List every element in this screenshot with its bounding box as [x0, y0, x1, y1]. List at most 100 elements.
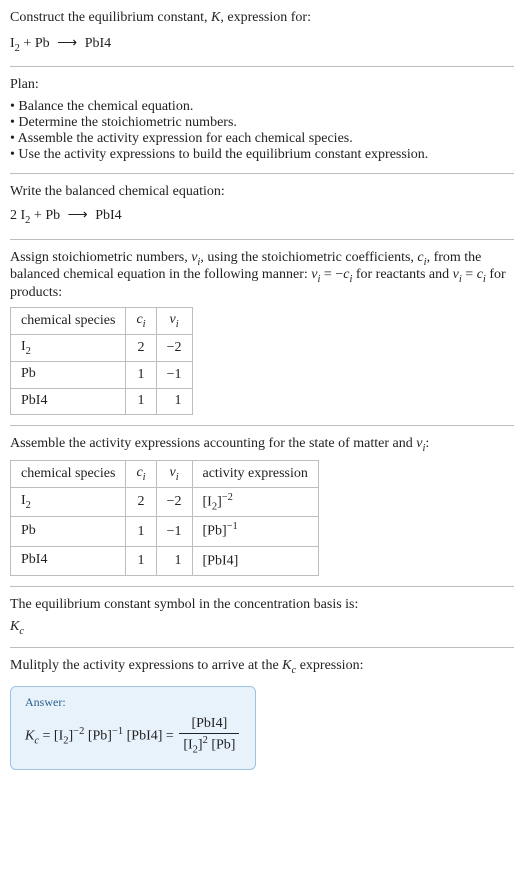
- td-species: PbI4: [11, 546, 126, 575]
- sp-a: Pb: [21, 523, 36, 538]
- th-nu: νi: [156, 461, 192, 488]
- separator: [10, 66, 514, 67]
- td-act: [PbI4]: [192, 546, 318, 575]
- td-species: Pb: [11, 517, 126, 546]
- plan-item: Use the activity expressions to build th…: [10, 147, 514, 163]
- td-nu: −2: [156, 334, 192, 361]
- sp-a: PbI4: [21, 393, 47, 408]
- ans-p3: [PbI4] =: [123, 728, 177, 743]
- ans-p1sup: −2: [73, 726, 84, 737]
- td-act: [Pb]−1: [192, 517, 318, 546]
- ans-p2sup: −1: [112, 726, 123, 737]
- td-species: PbI4: [11, 388, 126, 415]
- td-c: 2: [126, 487, 156, 516]
- separator: [10, 425, 514, 426]
- td-c: 1: [126, 361, 156, 388]
- table-header-row: chemical species ci νi: [11, 308, 193, 335]
- table-row: PbI4 1 1 [PbI4]: [11, 546, 319, 575]
- td-nu: −1: [156, 361, 192, 388]
- table-row: Pb 1 −1: [11, 361, 193, 388]
- rel2-eq: =: [462, 267, 477, 282]
- activity-table: chemical species ci νi activity expressi…: [10, 460, 319, 576]
- assemble-b: :: [425, 436, 429, 451]
- td-nu: −1: [156, 517, 192, 546]
- td-species: I2: [11, 487, 126, 516]
- table-row: PbI4 1 1: [11, 388, 193, 415]
- mul-b: expression:: [296, 658, 363, 673]
- separator: [10, 647, 514, 648]
- symbol-K: Kc: [10, 619, 514, 637]
- table-row: I2 2 −2 [I2]−2: [11, 487, 319, 516]
- header-K: K: [211, 10, 220, 25]
- rel1-eq: = −: [320, 267, 343, 282]
- answer-label: Answer:: [25, 695, 241, 710]
- arrow-icon: ⟶: [64, 208, 92, 223]
- td-c: 1: [126, 388, 156, 415]
- td-act: [I2]−2: [192, 487, 318, 516]
- header-equation: I2 + Pb ⟶ PbI4: [10, 34, 514, 56]
- td-nu: 1: [156, 388, 192, 415]
- K: K: [10, 619, 19, 634]
- header-line1: Construct the equilibrium constant,: [10, 10, 211, 25]
- assign-b: , using the stoichiometric coefficients,: [200, 250, 417, 265]
- K-sub: c: [19, 626, 24, 637]
- symbol-text: The equilibrium constant symbol in the c…: [10, 597, 514, 613]
- sp-a: PbI4: [21, 552, 47, 567]
- plan-item: Determine the stoichiometric numbers.: [10, 115, 514, 131]
- sp-sub: 2: [26, 346, 31, 357]
- plan-item: Assemble the activity expression for eac…: [10, 131, 514, 147]
- stoich-table: chemical species ci νi I2 2 −2 Pb 1 −1 P…: [10, 307, 193, 415]
- table-row: Pb 1 −1 [Pb]−1: [11, 517, 319, 546]
- th-c: ci: [126, 308, 156, 335]
- header-line1b: , expression for:: [220, 10, 311, 25]
- mul-K: K: [282, 658, 291, 673]
- td-c: 1: [126, 546, 156, 575]
- separator: [10, 173, 514, 174]
- assign-d: for reactants and: [352, 267, 452, 282]
- answer-equation: Kc = [I2]−2 [Pb]−1 [PbI4] = [PbI4] [I2]2…: [25, 714, 241, 759]
- plan-title: Plan:: [10, 77, 514, 93]
- header-text: Construct the equilibrium constant, K, e…: [10, 8, 514, 28]
- sp-sub: 2: [26, 500, 31, 511]
- balanced-equation: 2 I2 + Pb ⟶ PbI4: [10, 206, 514, 228]
- table-header-row: chemical species ci νi activity expressi…: [11, 461, 319, 488]
- assign-text: Assign stoichiometric numbers, νi, using…: [10, 250, 514, 302]
- th-c: ci: [126, 461, 156, 488]
- eq-plus: + Pb: [20, 36, 53, 51]
- th-c-sub: i: [143, 472, 146, 483]
- multiply-text: Mulitply the activity expressions to arr…: [10, 658, 514, 676]
- td-c: 2: [126, 334, 156, 361]
- den-c: [Pb]: [208, 738, 236, 753]
- td-species: I2: [11, 334, 126, 361]
- act-a: [I: [203, 495, 212, 510]
- den-a: [I: [183, 738, 192, 753]
- arrow-icon: ⟶: [53, 36, 81, 51]
- td-nu: −2: [156, 487, 192, 516]
- assign-a: Assign stoichiometric numbers,: [10, 250, 191, 265]
- td-species: Pb: [11, 361, 126, 388]
- bal-mid: + Pb: [30, 208, 63, 223]
- plan-item: Balance the chemical equation.: [10, 99, 514, 115]
- th-nu-sub: i: [176, 472, 179, 483]
- eq-right: PbI4: [81, 36, 111, 51]
- assemble-a: Assemble the activity expressions accoun…: [10, 436, 416, 451]
- td-c: 1: [126, 517, 156, 546]
- separator: [10, 586, 514, 587]
- ans-p2: [Pb]: [84, 728, 112, 743]
- th-species: chemical species: [11, 461, 126, 488]
- table-row: I2 2 −2: [11, 334, 193, 361]
- sp-a: Pb: [21, 366, 36, 381]
- plan-list: Balance the chemical equation. Determine…: [10, 99, 514, 163]
- frac-den: [I2]2 [Pb]: [179, 734, 239, 758]
- bal-prefix: 2 I: [10, 208, 25, 223]
- th-c-sub: i: [143, 319, 146, 330]
- th-species: chemical species: [11, 308, 126, 335]
- assemble-text: Assemble the activity expressions accoun…: [10, 436, 514, 454]
- frac-num: [PbI4]: [179, 714, 239, 735]
- act-sup: −2: [222, 492, 233, 503]
- bal-right: PbI4: [92, 208, 122, 223]
- ans-K: K: [25, 728, 34, 743]
- answer-fraction: [PbI4] [I2]2 [Pb]: [179, 714, 239, 759]
- th-nu: νi: [156, 308, 192, 335]
- balanced-title: Write the balanced chemical equation:: [10, 184, 514, 200]
